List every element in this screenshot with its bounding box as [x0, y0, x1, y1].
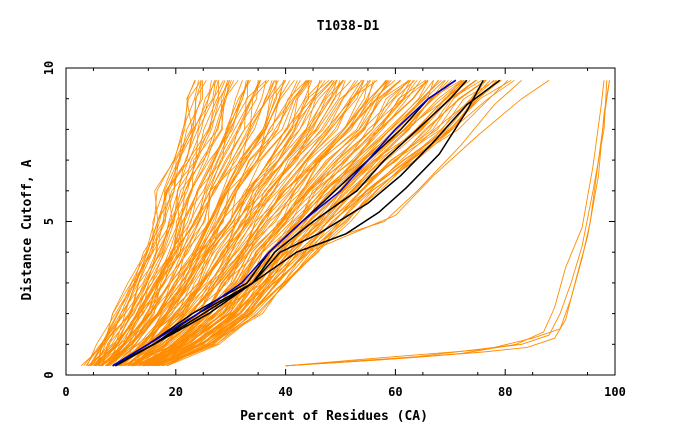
- model-curve: [146, 80, 427, 367]
- model-curve: [118, 80, 301, 367]
- model-curve: [97, 80, 249, 367]
- data-layer: [80, 79, 610, 367]
- model-curve: [149, 80, 466, 367]
- model-curve: [89, 80, 202, 367]
- model-curve: [128, 80, 338, 367]
- y-tick-label: 0: [42, 371, 56, 378]
- model-curve: [107, 80, 249, 367]
- model-curve: [97, 80, 212, 366]
- model-curve: [162, 79, 515, 367]
- model-curve: [147, 79, 471, 367]
- model-curve: [87, 80, 224, 367]
- model-curve: [101, 80, 275, 367]
- orange-series-line: [285, 80, 605, 367]
- model-curve: [144, 80, 409, 367]
- plot-frame: [65, 67, 616, 376]
- model-curve: [131, 80, 364, 367]
- x-tick-label: 0: [62, 385, 69, 399]
- model-curve: [119, 79, 330, 367]
- black-series-line: [115, 79, 484, 367]
- black-series-line: [115, 79, 501, 367]
- model-curve: [102, 80, 229, 366]
- x-tick-label: 100: [604, 385, 626, 399]
- model-curve: [141, 80, 414, 367]
- black-series-line: [112, 79, 468, 367]
- model-curve: [119, 80, 308, 367]
- model-curve: [131, 80, 365, 367]
- orange-series-line: [285, 80, 608, 367]
- x-tick-label: 60: [388, 385, 402, 399]
- blue-series-line: [112, 79, 457, 367]
- model-curve: [142, 80, 389, 367]
- orange-series-line: [285, 80, 610, 367]
- model-curve: [107, 80, 252, 367]
- model-curve: [107, 80, 298, 367]
- model-curve: [131, 80, 345, 367]
- model-curve: [91, 80, 219, 367]
- chart-title: T1038-D1: [317, 19, 380, 34]
- x-tick-label: 80: [498, 385, 512, 399]
- model-curve: [165, 79, 512, 367]
- model-curve: [124, 80, 346, 367]
- x-axis-label: Percent of Residues (CA): [240, 409, 428, 424]
- model-curve: [115, 80, 310, 367]
- model-curve: [119, 80, 311, 367]
- y-tick-label: 5: [42, 218, 56, 225]
- model-curve: [101, 80, 279, 367]
- model-curve: [105, 80, 273, 367]
- model-curve: [107, 80, 260, 367]
- ticks: 0 20 40 60 80 100 0 5 10: [42, 61, 626, 399]
- y-tick-label: 10: [42, 61, 56, 75]
- model-curve: [85, 80, 203, 367]
- model-curve: [126, 80, 344, 367]
- orange-series-line: [131, 79, 550, 367]
- model-curve: [106, 80, 261, 367]
- model-curve: [100, 80, 247, 367]
- model-curve: [160, 79, 502, 367]
- model-curve: [107, 80, 287, 367]
- model-curve: [86, 80, 196, 366]
- model-curve: [119, 80, 326, 367]
- model-curve: [138, 80, 389, 367]
- x-tick-label: 40: [278, 385, 292, 399]
- model-curve: [154, 79, 487, 367]
- model-curve: [138, 80, 418, 367]
- model-curve: [93, 80, 230, 367]
- y-axis-label: Distance Cutoff, A: [20, 159, 35, 300]
- model-curve: [106, 80, 286, 367]
- x-tick-label: 20: [169, 385, 183, 399]
- model-curve: [115, 80, 333, 367]
